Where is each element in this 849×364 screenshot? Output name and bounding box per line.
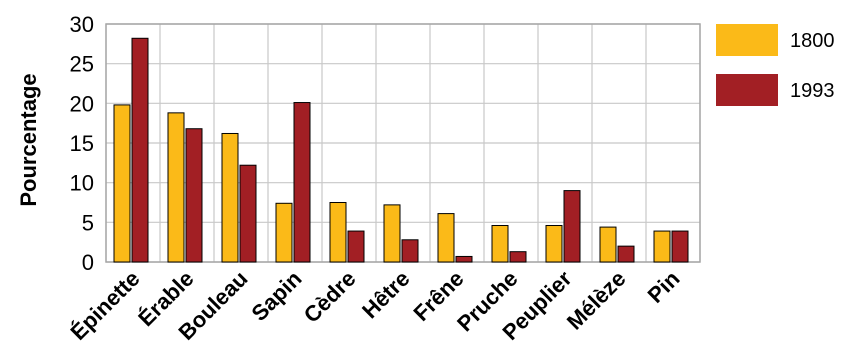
bars	[113, 37, 689, 263]
bar-1800-8	[545, 225, 563, 263]
bar-1993-4	[347, 230, 365, 263]
category-label: Pin	[643, 266, 685, 308]
bar-1800-6	[437, 213, 455, 263]
x-axis-categories: ÉpinetteÉrableBouleauSapinCèdreHêtreFrên…	[65, 266, 684, 345]
bar-1800-10	[653, 230, 671, 263]
bar-1800-4	[329, 202, 347, 263]
bar-1800-1	[167, 112, 185, 263]
bar-1800-2	[221, 132, 239, 263]
bar-1800-9	[599, 226, 617, 263]
bar-1800-7	[491, 225, 509, 263]
legend-label-1993: 1993	[790, 80, 835, 102]
bar-1993-9	[617, 245, 635, 263]
y-tick-label: 5	[82, 210, 94, 235]
y-axis-title: Pourcentage	[16, 73, 41, 206]
y-tick-label: 25	[70, 52, 94, 77]
y-tick-label: 20	[70, 91, 94, 116]
y-tick-label: 15	[70, 131, 94, 156]
bar-1800-0	[113, 104, 131, 263]
bar-1993-10	[671, 230, 689, 263]
bar-1800-5	[383, 204, 401, 263]
bar-1993-7	[509, 251, 527, 263]
bar-1993-6	[455, 255, 473, 263]
category-label: Épinette	[65, 266, 144, 345]
bar-1993-1	[185, 128, 203, 263]
category-label: Hêtre	[357, 266, 414, 323]
y-tick-label: 10	[70, 171, 94, 196]
legend-label-1800: 1800	[790, 30, 835, 52]
bar-1993-5	[401, 239, 419, 263]
bar-1993-2	[239, 164, 257, 263]
y-tick-label: 0	[82, 250, 94, 275]
legend: 1800 1993	[716, 24, 835, 106]
legend-swatch-1993	[716, 74, 778, 106]
bar-1993-8	[563, 190, 581, 263]
category-label: Mélèze	[562, 266, 631, 335]
legend-swatch-1800	[716, 24, 778, 56]
bar-1993-3	[293, 102, 311, 263]
y-axis-ticks: 0 5 10 15 20 25 30	[70, 12, 94, 275]
category-label: Sapin	[246, 266, 306, 326]
bar-1993-0	[131, 37, 149, 263]
bar-1800-3	[275, 202, 293, 263]
category-label: Cèdre	[299, 266, 361, 328]
y-tick-label: 30	[70, 12, 94, 37]
